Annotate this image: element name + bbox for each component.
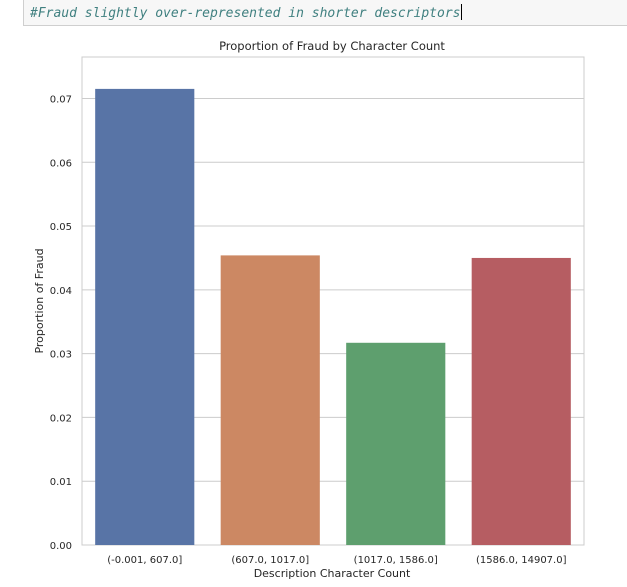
x-tick-label: (607.0, 1017.0] <box>231 555 309 566</box>
chart-title: Proportion of Fraud by Character Count <box>219 39 445 53</box>
x-tick-label: (-0.001, 607.0] <box>107 555 182 566</box>
y-tick-label: 0.03 <box>50 350 72 361</box>
y-tick-label: 0.01 <box>50 477 72 488</box>
y-tick-label: 0.04 <box>50 286 72 297</box>
text-caret <box>461 4 463 20</box>
y-axis-label: Proportion of Fraud <box>33 248 46 353</box>
code-cell-input[interactable]: #Fraud slightly over-represented in shor… <box>23 0 627 26</box>
x-tick-label: (1017.0, 1586.0] <box>354 555 438 566</box>
y-tick-label: 0.00 <box>50 541 72 552</box>
y-axis-ticks: 0.00 0.01 0.02 0.03 0.04 0.05 0.06 0.07 <box>50 94 72 552</box>
x-axis-label: Description Character Count <box>254 567 411 580</box>
y-tick-label: 0.05 <box>50 222 72 233</box>
bar <box>95 88 195 546</box>
bar <box>346 342 446 545</box>
y-tick-label: 0.06 <box>50 158 72 169</box>
bar <box>220 255 320 546</box>
bar <box>471 257 571 545</box>
x-tick-label: (1586.0, 14907.0] <box>476 555 567 566</box>
code-comment[interactable]: #Fraud slightly over-represented in shor… <box>30 4 463 21</box>
bar-chart: Proportion of Fraud by Character Count 0… <box>33 39 585 580</box>
y-tick-label: 0.02 <box>50 413 72 424</box>
code-comment-text: #Fraud slightly over-represented in shor… <box>30 6 461 21</box>
bars <box>95 88 571 546</box>
cell-output: Proportion of Fraud by Character Count 0… <box>0 26 627 583</box>
y-tick-label: 0.07 <box>50 94 72 105</box>
x-axis-ticks: (-0.001, 607.0] (607.0, 1017.0] (1017.0, 1… <box>107 555 566 566</box>
